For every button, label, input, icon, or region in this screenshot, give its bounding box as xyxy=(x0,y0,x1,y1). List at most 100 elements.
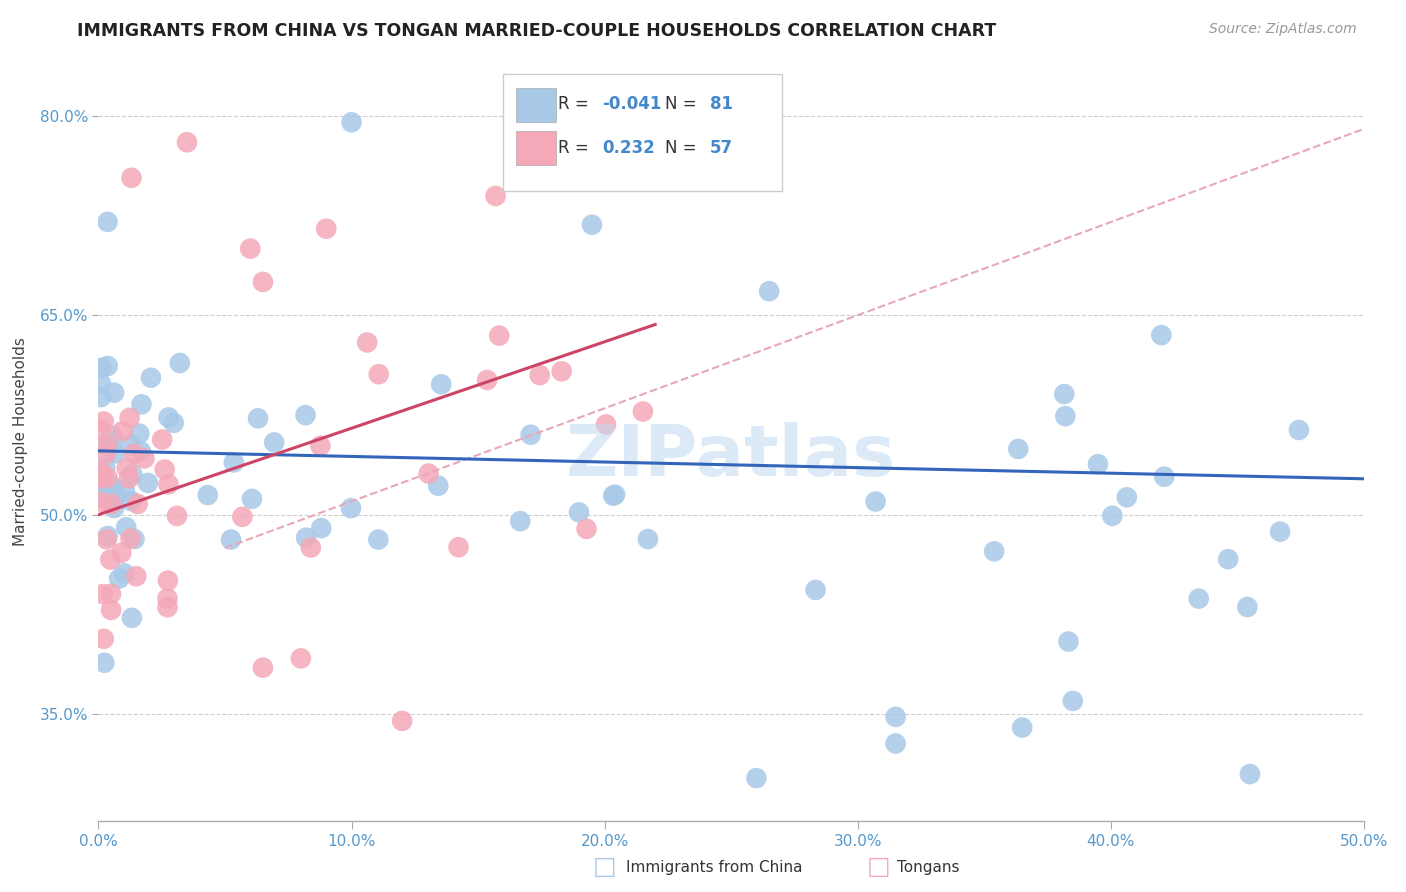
Point xyxy=(100,497,122,511)
Point xyxy=(100,552,122,566)
Text: IMMIGRANTS FROM CHINA VS TONGAN MARRIED-COUPLE HOUSEHOLDS CORRELATION CHART: IMMIGRANTS FROM CHINA VS TONGAN MARRIED-… xyxy=(77,22,997,40)
Point xyxy=(1007,442,1029,456)
Point xyxy=(118,410,141,425)
Point xyxy=(125,569,148,583)
Point xyxy=(631,404,654,418)
Point xyxy=(475,373,498,387)
Point xyxy=(120,494,142,508)
Point xyxy=(1101,508,1123,523)
Point xyxy=(104,481,127,495)
Point xyxy=(100,603,122,617)
Point xyxy=(118,437,141,451)
Point xyxy=(294,408,316,422)
Point xyxy=(90,376,112,391)
Point xyxy=(340,115,363,129)
Point xyxy=(602,489,624,503)
Point xyxy=(97,529,120,543)
Text: 57: 57 xyxy=(710,139,733,157)
Point xyxy=(219,533,242,547)
Point xyxy=(124,532,146,546)
Point xyxy=(129,444,152,458)
Point xyxy=(91,587,114,601)
Point xyxy=(430,377,453,392)
Text: □: □ xyxy=(593,855,616,879)
Point xyxy=(110,546,132,560)
Point xyxy=(575,522,598,536)
Point xyxy=(315,221,337,235)
Point xyxy=(804,582,827,597)
Point xyxy=(340,501,363,516)
Point xyxy=(115,520,138,534)
Point xyxy=(156,600,179,615)
Text: Source: ZipAtlas.com: Source: ZipAtlas.com xyxy=(1209,22,1357,37)
Text: R =: R = xyxy=(558,95,593,113)
Point xyxy=(93,656,115,670)
Point xyxy=(1218,552,1240,566)
Point xyxy=(427,479,450,493)
Point xyxy=(1053,387,1076,401)
Point xyxy=(153,462,176,476)
Point xyxy=(1057,634,1080,648)
Point xyxy=(101,428,124,442)
Text: Immigrants from China: Immigrants from China xyxy=(626,860,803,874)
Point xyxy=(568,505,591,519)
Point xyxy=(519,427,541,442)
Point xyxy=(1268,524,1291,539)
Point xyxy=(91,471,114,485)
Point xyxy=(111,424,134,438)
Text: -0.041: -0.041 xyxy=(602,95,661,113)
FancyBboxPatch shape xyxy=(503,74,782,191)
Point xyxy=(156,574,179,588)
Point xyxy=(97,215,120,229)
Point xyxy=(309,521,332,535)
Point xyxy=(94,446,117,460)
Point xyxy=(1087,457,1109,471)
Text: N =: N = xyxy=(665,139,702,157)
Point xyxy=(104,446,127,460)
Point xyxy=(169,356,191,370)
Point xyxy=(112,566,135,581)
Point xyxy=(1150,328,1173,343)
Point xyxy=(884,710,907,724)
Point xyxy=(97,477,120,491)
Point xyxy=(1153,469,1175,483)
Point xyxy=(983,544,1005,558)
Point xyxy=(758,284,780,298)
Text: □: □ xyxy=(868,855,890,879)
Point xyxy=(96,470,118,484)
Point xyxy=(391,714,413,728)
Text: ZIPatlas: ZIPatlas xyxy=(567,422,896,491)
Point xyxy=(96,437,118,451)
Point xyxy=(447,540,470,554)
Point xyxy=(1011,721,1033,735)
Point xyxy=(231,509,253,524)
Point xyxy=(96,533,118,547)
Point xyxy=(120,532,142,546)
Point xyxy=(163,416,186,430)
Point xyxy=(128,426,150,441)
Point xyxy=(367,368,389,382)
Point xyxy=(103,501,125,516)
Point xyxy=(90,390,112,404)
Point xyxy=(884,737,907,751)
Point xyxy=(295,531,318,545)
Point xyxy=(1062,694,1084,708)
Point xyxy=(97,359,120,373)
FancyBboxPatch shape xyxy=(516,131,557,165)
Point xyxy=(157,477,180,491)
Point xyxy=(529,368,551,383)
Point xyxy=(745,771,768,785)
Point xyxy=(239,242,262,256)
Point xyxy=(96,439,118,453)
Point xyxy=(484,189,506,203)
Point xyxy=(131,397,153,411)
Point xyxy=(104,491,127,505)
FancyBboxPatch shape xyxy=(516,88,557,121)
Point xyxy=(93,415,115,429)
Point xyxy=(108,572,131,586)
Point xyxy=(150,433,173,447)
Point xyxy=(157,410,180,425)
Point xyxy=(90,469,112,483)
Point xyxy=(91,488,114,502)
Point xyxy=(115,461,138,475)
